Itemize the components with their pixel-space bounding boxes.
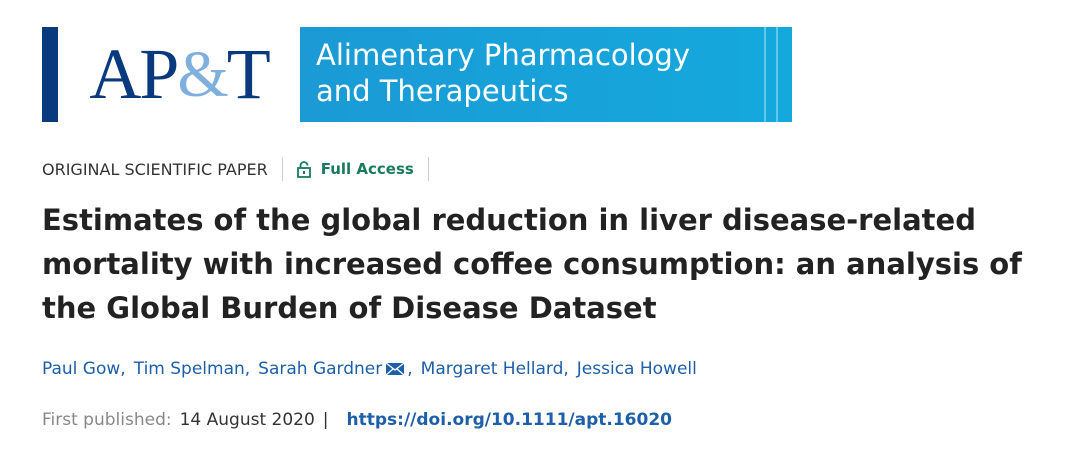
author-comma: ,: [407, 359, 413, 379]
email-icon[interactable]: [385, 362, 407, 376]
banner-bar: [42, 27, 58, 122]
logo-part: T: [226, 34, 271, 114]
separator: [427, 157, 429, 181]
access: Full Access: [296, 160, 414, 178]
author[interactable]: Sarah Gardner: [258, 359, 383, 379]
authors: Paul Gow, Tim Spelman, Sarah Gardner , M…: [42, 359, 697, 379]
journal-line: and Therapeutics: [316, 74, 569, 108]
journal-name: Alimentary Pharmacology and Therapeutics: [300, 27, 792, 122]
published-date: 14 August 2020: [179, 410, 315, 430]
article-title: Estimates of the global reduction in liv…: [42, 203, 1022, 325]
logo-part: &: [177, 37, 228, 111]
author[interactable]: Tim Spelman,: [133, 359, 251, 379]
logo-part: AP: [89, 34, 179, 114]
publication-info: First published: 14 August 2020 | https:…: [42, 410, 672, 430]
meta: ORIGINAL SCIENTIFIC PAPER Full Access: [42, 157, 443, 181]
published-label: First published:: [42, 410, 172, 430]
separator: [281, 157, 283, 181]
journal-banner[interactable]: AP & T Alimentary Pharmacology and Therape…: [42, 27, 792, 122]
author[interactable]: Paul Gow,: [42, 359, 126, 379]
author-group: Sarah Gardner ,: [258, 359, 413, 379]
author[interactable]: Margaret Hellard,: [420, 359, 569, 379]
access-label: Full Access: [320, 160, 414, 178]
decor-line: [776, 27, 778, 122]
journal-line: Alimentary Pharmacology: [316, 38, 690, 72]
separator: |: [322, 410, 329, 430]
lock-icon: [296, 160, 311, 178]
logo: AP & T: [58, 27, 300, 122]
doi-link[interactable]: https://doi.org/10.1111/apt.16020: [346, 410, 672, 430]
decor-line: [764, 27, 766, 122]
article-type: ORIGINAL SCIENTIFIC PAPER: [42, 159, 268, 179]
author[interactable]: Jessica Howell: [576, 359, 697, 379]
